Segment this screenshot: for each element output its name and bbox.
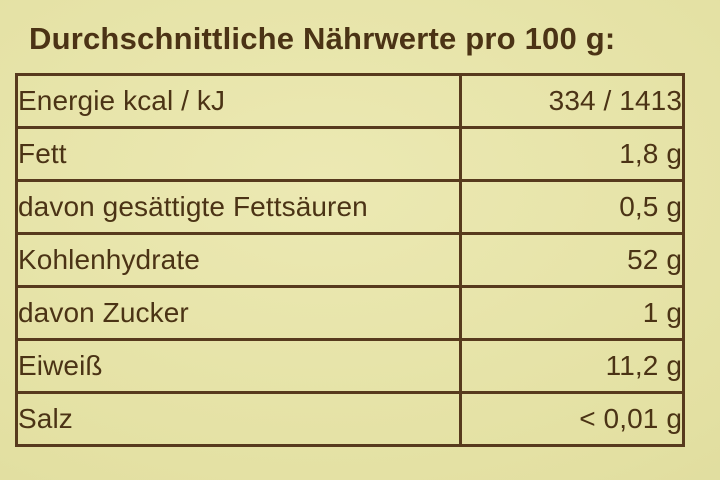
nutrient-value: 334 / 1413 <box>458 73 686 129</box>
nutrient-value: 11,2 g <box>458 338 686 394</box>
nutrient-value: 1 g <box>458 285 686 341</box>
nutrition-table-body: Energie kcal / kJ 334 / 1413 Fett 1,8 g … <box>15 73 686 447</box>
nutrient-label: Fett <box>15 126 462 182</box>
table-row: Eiweiß 11,2 g <box>15 338 686 394</box>
nutrient-label: Salz <box>15 391 462 447</box>
table-row: Salz < 0,01 g <box>15 391 686 447</box>
table-row: Energie kcal / kJ 334 / 1413 <box>15 73 686 129</box>
nutrient-value: 0,5 g <box>458 179 686 235</box>
table-row: Kohlenhydrate 52 g <box>15 232 686 288</box>
table-row: davon Zucker 1 g <box>15 285 686 341</box>
nutrient-value: 52 g <box>458 232 686 288</box>
nutrient-label: Energie kcal / kJ <box>15 73 462 129</box>
nutrient-value: < 0,01 g <box>458 391 686 447</box>
nutrient-label: Eiweiß <box>15 338 462 394</box>
table-row: davon gesättigte Fettsäuren 0,5 g <box>15 179 686 235</box>
page-title: Durchschnittliche Nährwerte pro 100 g: <box>29 21 616 56</box>
nutrient-label: davon gesättigte Fettsäuren <box>15 179 462 235</box>
nutrient-label: Kohlenhydrate <box>15 232 462 288</box>
nutrient-label: davon Zucker <box>15 285 462 341</box>
nutrition-table: Energie kcal / kJ 334 / 1413 Fett 1,8 g … <box>15 73 686 447</box>
table-row: Fett 1,8 g <box>15 126 686 182</box>
nutrient-value: 1,8 g <box>458 126 686 182</box>
